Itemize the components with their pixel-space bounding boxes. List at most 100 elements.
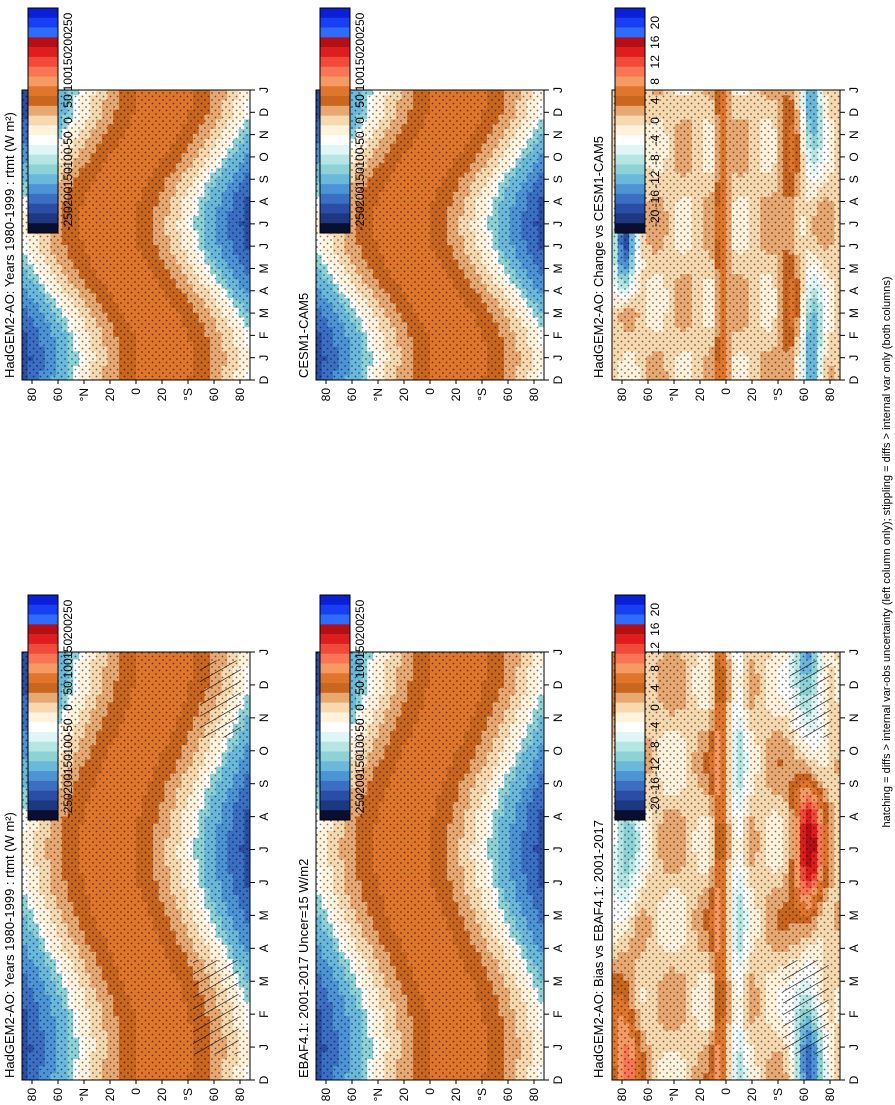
x-tick-label: J (257, 1044, 271, 1050)
colorbar-swatch (28, 8, 58, 19)
colorbar-label: -50 (61, 131, 75, 149)
colorbar-swatch (28, 810, 58, 821)
colorbar-swatch (28, 741, 58, 752)
y-tick-label: 80 (25, 388, 39, 402)
y-tick-label: °S (181, 1088, 195, 1101)
colorbar-swatch (28, 731, 58, 743)
colorbar-swatch (28, 223, 58, 234)
y-tick-label: 0 (129, 1088, 143, 1095)
colorbar-label: 0 (61, 704, 75, 711)
x-tick-label: N (257, 130, 271, 139)
y-tick-label: °N (77, 388, 91, 401)
colorbar-swatch (28, 66, 58, 77)
y-tick-label: 20 (103, 388, 117, 402)
colorbar-swatch (28, 105, 58, 116)
colorbar-swatch (28, 595, 58, 606)
x-tick-label: D (257, 375, 271, 384)
x-tick-label: F (257, 332, 271, 339)
x-tick-label: J (257, 879, 271, 885)
colorbar-swatch (28, 174, 58, 185)
colorbar-swatch (28, 47, 58, 58)
colorbar-label: -50 (61, 718, 75, 736)
y-tick-label: 80 (25, 1088, 39, 1102)
y-tick-label: 20 (155, 388, 169, 402)
colorbar-swatch (28, 761, 58, 772)
colorbar-swatch (28, 56, 58, 67)
x-tick-label: M (257, 910, 271, 920)
panel-title: HadGEM2-AO: Years 1980-1999 : rtmt (W m²… (2, 112, 17, 378)
colorbar-swatch (28, 673, 58, 684)
x-tick-label: J (257, 87, 271, 93)
x-tick-label: O (257, 746, 271, 755)
colorbar-swatch (28, 771, 58, 782)
colorbar-swatch (28, 653, 58, 664)
colorbar-label: -250 (61, 793, 75, 817)
panel-title: HadGEM2-AO: Years 1980-1999 : rtmt (W m²… (2, 812, 17, 1078)
x-tick-label: F (257, 1010, 271, 1017)
colorbar-swatch (28, 184, 58, 195)
colorbar-label: 50 (61, 94, 75, 108)
colorbar-swatch (28, 790, 58, 801)
colorbar-label: 50 (61, 681, 75, 695)
colorbar-swatch (28, 135, 58, 146)
colorbar-swatch (28, 722, 58, 733)
x-tick-label: N (257, 714, 271, 723)
colorbar-label: -100 (61, 734, 75, 758)
colorbar-swatch (28, 780, 58, 791)
colorbar-label: 100 (61, 658, 75, 678)
x-tick-label: J (257, 221, 271, 227)
y-tick-label: 20 (155, 1088, 169, 1102)
colorbar-label: 150 (61, 51, 75, 71)
colorbar-swatch (28, 164, 58, 175)
colorbar-swatch (28, 193, 58, 204)
colorbar-swatch (28, 643, 58, 654)
x-tick-label: S (257, 780, 271, 788)
x-tick-label: M (257, 976, 271, 986)
y-tick-label: 0 (129, 388, 143, 395)
y-tick-label: 60 (51, 388, 65, 402)
colorbar-swatch (28, 86, 58, 97)
x-tick-label: S (257, 175, 271, 183)
colorbar-label: 250 (61, 12, 75, 32)
colorbar-label: -150 (61, 167, 75, 191)
colorbar-label: 150 (61, 638, 75, 658)
x-tick-label: J (257, 355, 271, 361)
colorbar-label: 200 (61, 619, 75, 639)
colorbar-label: -250 (61, 206, 75, 230)
colorbar-swatch (28, 692, 58, 703)
colorbar-swatch (28, 663, 58, 674)
colorbar-swatch (28, 125, 58, 136)
y-tick-label: 60 (207, 388, 221, 402)
y-tick-label: 60 (51, 1088, 65, 1102)
x-tick-label: D (257, 108, 271, 117)
colorbar-label: 250 (61, 599, 75, 619)
colorbar-label: 200 (61, 32, 75, 52)
y-tick-label: 60 (207, 1088, 221, 1102)
y-tick-label: 20 (103, 1088, 117, 1102)
stippling-overlay (22, 90, 250, 380)
colorbar-swatch (28, 712, 58, 723)
colorbar-frame (27, 594, 59, 821)
x-tick-label: M (257, 308, 271, 318)
x-tick-label: J (257, 243, 271, 249)
y-tick-label: °S (181, 388, 195, 401)
colorbar-swatch (28, 634, 58, 645)
hatching-overlay (199, 660, 241, 738)
x-tick-label: J (257, 847, 271, 853)
colorbar-label: 0 (61, 117, 75, 124)
colorbar-swatch (28, 604, 58, 615)
colorbar-swatch (28, 751, 58, 762)
colorbar-label: -150 (61, 754, 75, 778)
colorbar-swatch (28, 203, 58, 214)
colorbar-swatch (28, 76, 58, 87)
x-tick-label: A (257, 287, 271, 295)
colorbar-swatch (28, 115, 58, 126)
colorbar-label: -100 (61, 147, 75, 171)
x-tick-label: A (257, 944, 271, 952)
colorbar-swatch (28, 17, 58, 28)
x-tick-label: A (257, 813, 271, 821)
